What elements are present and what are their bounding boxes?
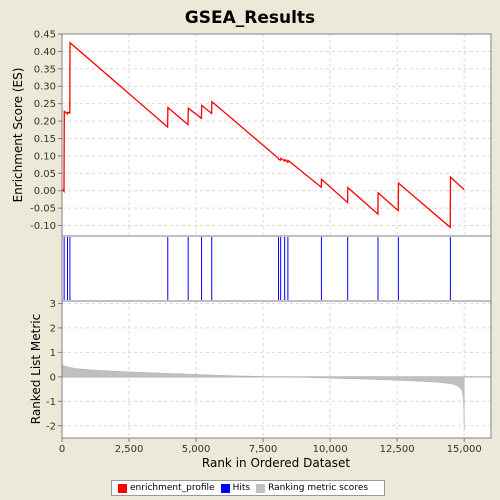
ranking-y-tick-label: 1: [50, 348, 56, 359]
enrichment-y-tick-label: 0.40: [34, 47, 56, 58]
enrichment-y-tick-label: -0.05: [30, 204, 56, 215]
ranking-y-tick-label: 0: [50, 372, 56, 383]
x-tick-label: 10,000: [313, 444, 348, 455]
legend-swatch-red: [118, 483, 127, 493]
x-tick-label: 2,500: [115, 444, 144, 455]
ranking-y-tick-label: -1: [46, 397, 56, 408]
legend-swatch-blue: [220, 483, 230, 493]
x-axis-ticks: 0 2,500 5,000 7,500 10,000 12,500 15,000: [59, 438, 482, 455]
ranking-y-axis-label: Ranked List Metric: [29, 314, 43, 424]
enrichment-y-tick-label: 0.20: [34, 117, 56, 128]
legend-item-hits: Hits: [220, 483, 251, 493]
x-tick-label: 12,500: [380, 444, 415, 455]
enrichment-y-tick-label: 0.45: [34, 30, 56, 41]
x-tick-label: 15,000: [447, 444, 482, 455]
enrichment-y-tick-label: 0.10: [34, 151, 56, 162]
legend-label-hits: Hits: [232, 483, 251, 493]
enrichment-y-tick-label: 0.30: [34, 82, 56, 93]
enrichment-y-tick-label: 0.35: [34, 64, 56, 75]
x-tick-label: 7,500: [249, 444, 278, 455]
legend-label-enrichment-profile: enrichment_profile: [130, 483, 215, 493]
x-axis-label: Rank in Ordered Dataset: [202, 456, 350, 470]
legend-item-ranking-metric-scores: Ranking metric scores: [256, 483, 368, 493]
ranking-y-tick-label: -2: [46, 421, 56, 432]
x-tick-label: 5,000: [182, 444, 211, 455]
legend: enrichment_profile Hits Ranking metric s…: [111, 480, 385, 496]
enrichment-y-tick-label: 0.25: [34, 99, 56, 110]
legend-label-ranking-metric-scores: Ranking metric scores: [268, 483, 369, 493]
legend-item-enrichment-profile: enrichment_profile: [118, 483, 215, 493]
enrichment-y-tick-label: 0.05: [34, 169, 56, 180]
ranking-y-ticks: 3 2 1 0 -1 -2: [46, 299, 62, 432]
ranking-metric-area: [61, 363, 465, 431]
chart-title: GSEA_Results: [185, 8, 315, 28]
enrichment-y-tick-label: 0.15: [34, 134, 56, 145]
plot-frame: [61, 33, 492, 439]
enrichment-profile-line: [61, 41, 465, 229]
ranking-y-tick-label: 2: [50, 323, 56, 334]
enrichment-y-axis-label: Enrichment Score (ES): [11, 68, 25, 203]
ranking-y-tick-label: 3: [50, 299, 56, 310]
x-tick-label: 0: [59, 444, 65, 455]
enrichment-y-ticks: 0.45 0.40 0.35 0.30 0.25 0.20 0.15 0.10 0.05 0.00…: [30, 30, 62, 232]
enrichment-y-tick-label: -0.10: [30, 221, 56, 232]
hits-panel: [63, 237, 451, 300]
legend-swatch-gray: [256, 483, 266, 493]
enrichment-y-tick-label: 0.00: [34, 186, 56, 197]
